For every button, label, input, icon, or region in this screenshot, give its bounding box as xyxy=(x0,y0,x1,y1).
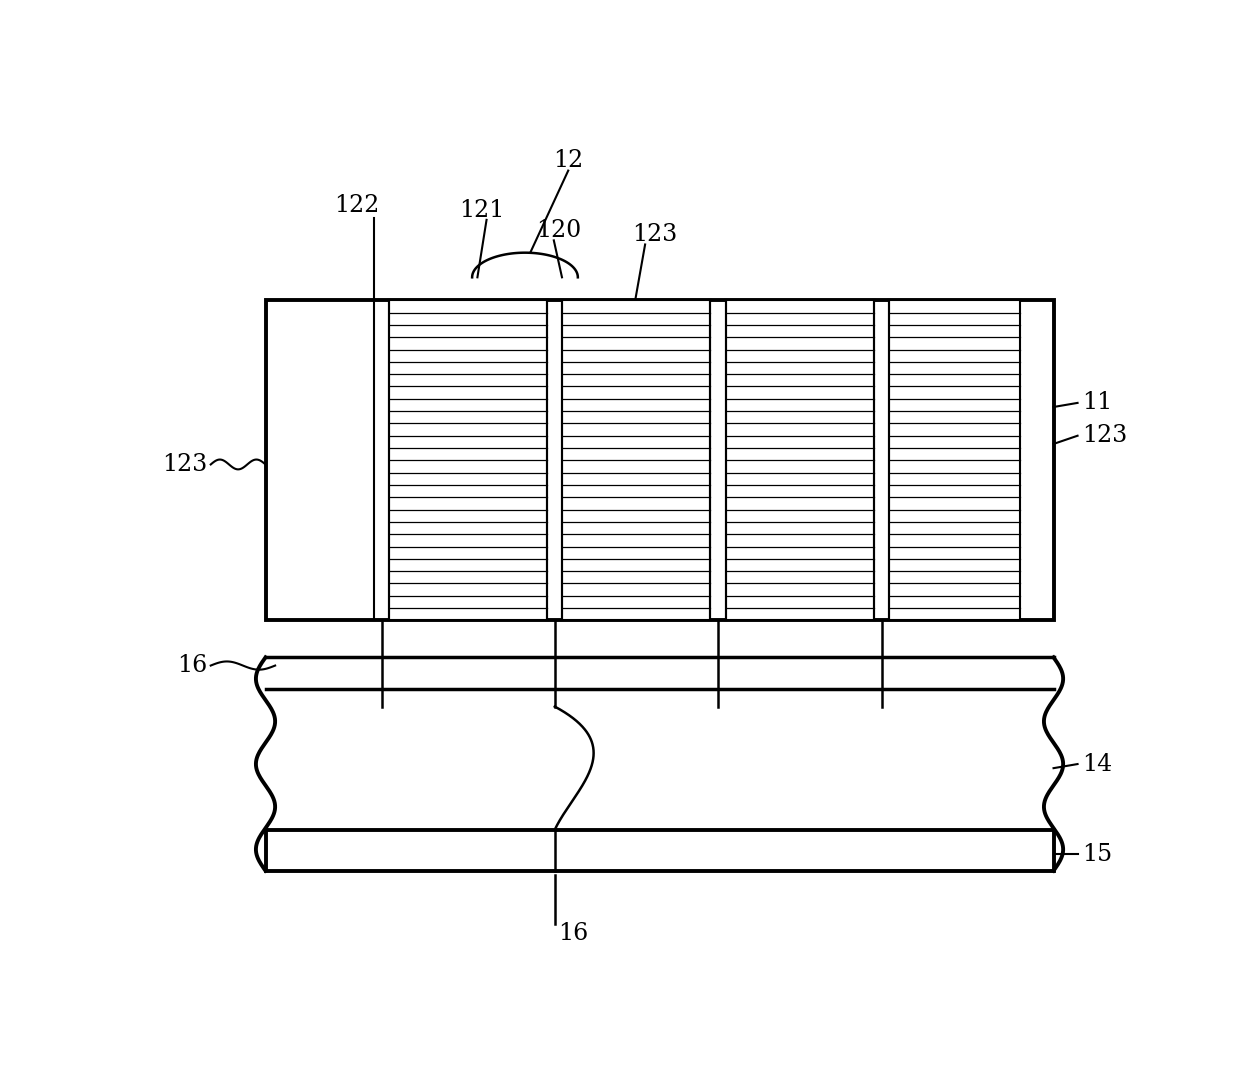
Bar xyxy=(389,301,547,620)
Text: 123: 123 xyxy=(162,453,208,475)
Bar xyxy=(563,301,711,620)
Bar xyxy=(265,301,1054,620)
Bar xyxy=(265,829,1054,871)
Text: 12: 12 xyxy=(553,149,583,173)
Text: 120: 120 xyxy=(536,219,582,242)
Text: 14: 14 xyxy=(1083,753,1112,776)
Bar xyxy=(889,301,1021,620)
Text: 122: 122 xyxy=(334,194,379,217)
Text: 16: 16 xyxy=(558,922,588,946)
Text: 11: 11 xyxy=(1083,391,1112,415)
Text: 15: 15 xyxy=(1083,843,1112,866)
Text: 123: 123 xyxy=(632,223,677,246)
Bar xyxy=(725,301,874,620)
Text: 121: 121 xyxy=(459,198,505,222)
Text: 123: 123 xyxy=(1083,424,1127,448)
Text: 16: 16 xyxy=(177,655,208,677)
